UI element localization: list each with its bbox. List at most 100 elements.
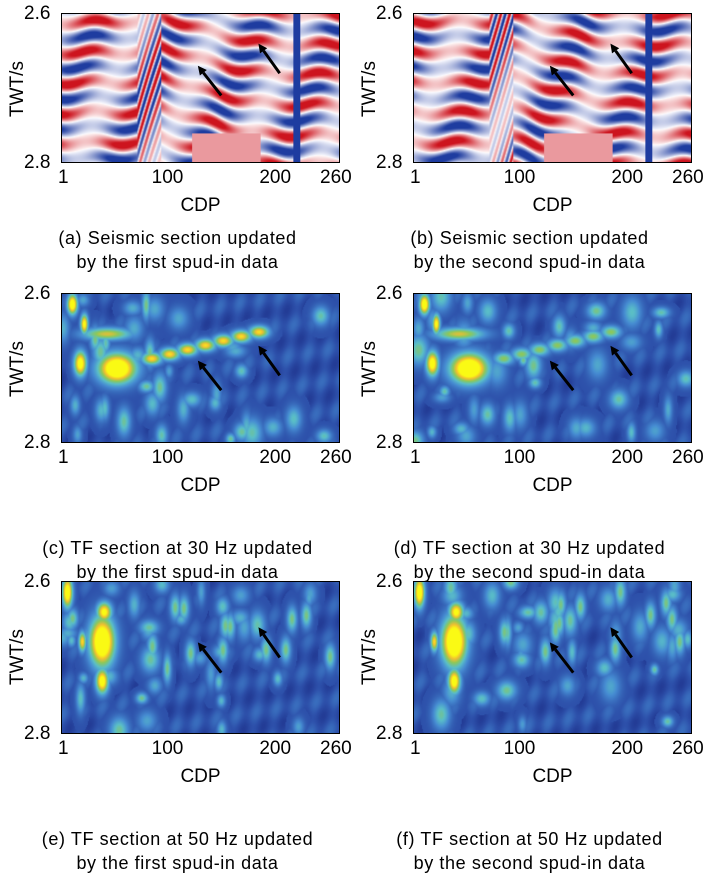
xtick-label: 100 xyxy=(503,738,536,759)
ytick-label: 2.8 xyxy=(24,152,51,173)
x-axis-label: CDP xyxy=(532,195,573,216)
xtick-label: 1 xyxy=(410,738,421,759)
arrow-head xyxy=(549,65,559,76)
arrow-head xyxy=(549,360,559,371)
y-axis-label: TWT/s xyxy=(7,61,28,117)
xtick-label: 100 xyxy=(503,447,536,468)
arrow-head xyxy=(197,642,207,653)
xtick-label: 1 xyxy=(410,447,421,468)
xtick-label: 100 xyxy=(151,738,184,759)
arrow-layer xyxy=(549,43,633,97)
ytick-label: 2.8 xyxy=(24,723,51,744)
y-axis-label: TWT/s xyxy=(7,341,28,397)
ytick-label: 2.6 xyxy=(376,3,403,24)
ytick-label: 2.6 xyxy=(24,3,51,24)
arrow-shaft xyxy=(202,366,223,392)
y-axis-label: TWT/s xyxy=(359,61,380,117)
xtick-label: 260 xyxy=(320,167,352,188)
ytick-label: 2.6 xyxy=(376,283,403,304)
heatmap-image xyxy=(62,582,339,733)
caption-line: (f) TF section at 50 Hz updated xyxy=(396,829,663,849)
caption-line: (c) TF section at 30 Hz updated xyxy=(42,538,313,558)
arrow-layer xyxy=(197,43,281,97)
x-axis-label: CDP xyxy=(180,766,221,787)
plot-area xyxy=(61,13,340,163)
y-axis-label: TWT/s xyxy=(359,341,380,397)
xtick-label: 100 xyxy=(503,167,536,188)
xtick-label: 1 xyxy=(410,167,421,188)
ytick-label: 2.6 xyxy=(24,571,51,592)
plot-area xyxy=(61,581,340,734)
arrow-shaft xyxy=(614,352,633,377)
caption-line: (b) Seismic section updated xyxy=(410,228,649,248)
arrow-layer xyxy=(549,627,633,674)
xtick-label: 260 xyxy=(320,447,352,468)
caption-line: by the second spud-in data xyxy=(413,853,646,873)
xtick-label: 200 xyxy=(611,447,644,468)
caption-line: (e) TF section at 50 Hz updated xyxy=(41,829,314,849)
heatmap-image xyxy=(414,14,691,162)
arrow-layer xyxy=(549,345,633,392)
xtick-label: 260 xyxy=(672,738,704,759)
xtick-label: 100 xyxy=(151,167,184,188)
xtick-label: 1 xyxy=(58,167,69,188)
caption-line: by the first spud-in data xyxy=(76,562,279,582)
panel-c: 2.6 2.8 1 100 200 260 TWT/s CDP (c) TF section a… xyxy=(0,280,355,582)
y-axis-label: TWT/s xyxy=(359,629,380,685)
arrow-head xyxy=(610,345,620,356)
ytick-label: 2.8 xyxy=(376,432,403,453)
ytick-label: 2.8 xyxy=(376,723,403,744)
xtick-label: 100 xyxy=(151,447,184,468)
arrow-shaft xyxy=(262,352,281,377)
arrow-head xyxy=(197,65,207,76)
xtick-label: 260 xyxy=(672,447,704,468)
panel-d: 2.6 2.8 1 100 200 260 TWT/s CDP (d) TF section a… xyxy=(352,280,707,582)
panel-a: 2.6 2.8 1 100 200 260 TWT/s CDP (a) Seismic sect… xyxy=(0,0,355,285)
arrow-shaft xyxy=(202,648,223,674)
caption-line: by the second spud-in data xyxy=(413,252,646,272)
arrow-layer xyxy=(197,627,281,674)
panel-b: 2.6 2.8 1 100 200 260 TWT/s CDP (b) Seismic sect… xyxy=(352,0,707,285)
xtick-label: 1 xyxy=(58,447,69,468)
arrow-shaft xyxy=(554,648,575,674)
xtick-label: 260 xyxy=(320,738,352,759)
arrow-layer xyxy=(197,345,281,392)
plot-area xyxy=(413,581,692,734)
x-axis-label: CDP xyxy=(180,195,221,216)
arrow-head xyxy=(549,642,559,653)
caption-line: by the first spud-in data xyxy=(76,252,279,272)
xtick-label: 260 xyxy=(672,167,704,188)
xtick-label: 200 xyxy=(611,738,644,759)
plot-area xyxy=(413,13,692,163)
y-axis-label: TWT/s xyxy=(7,629,28,685)
arrow-head xyxy=(197,360,207,371)
x-axis-label: CDP xyxy=(532,475,573,496)
arrow-head xyxy=(258,627,268,638)
ytick-label: 2.8 xyxy=(376,152,403,173)
arrow-head xyxy=(258,43,268,54)
arrow-head xyxy=(258,345,268,356)
panel-f: 2.6 2.8 1 100 200 260 TWT/s CDP (f) TF section a… xyxy=(352,568,707,873)
panel-e: 2.6 2.8 1 100 200 260 TWT/s CDP (e) TF section a… xyxy=(0,568,355,873)
xtick-label: 200 xyxy=(611,167,644,188)
arrow-shaft xyxy=(614,49,633,75)
heatmap-image xyxy=(62,14,339,162)
heatmap-image xyxy=(414,582,691,733)
caption-line: (d) TF section at 30 Hz updated xyxy=(393,538,666,558)
xtick-label: 200 xyxy=(259,447,292,468)
x-axis-label: CDP xyxy=(180,475,221,496)
ytick-label: 2.6 xyxy=(376,571,403,592)
xtick-label: 200 xyxy=(259,167,292,188)
arrow-head xyxy=(610,43,620,54)
caption-line: (a) Seismic section updated xyxy=(58,228,297,248)
caption-line: by the second spud-in data xyxy=(413,562,646,582)
arrow-shaft xyxy=(262,49,281,75)
ytick-label: 2.8 xyxy=(24,432,51,453)
arrow-shaft xyxy=(202,71,223,97)
arrow-shaft xyxy=(554,71,575,97)
plot-area xyxy=(413,293,692,443)
ytick-label: 2.6 xyxy=(24,283,51,304)
arrow-shaft xyxy=(614,633,633,659)
arrow-shaft xyxy=(262,633,281,659)
plot-area xyxy=(61,293,340,443)
